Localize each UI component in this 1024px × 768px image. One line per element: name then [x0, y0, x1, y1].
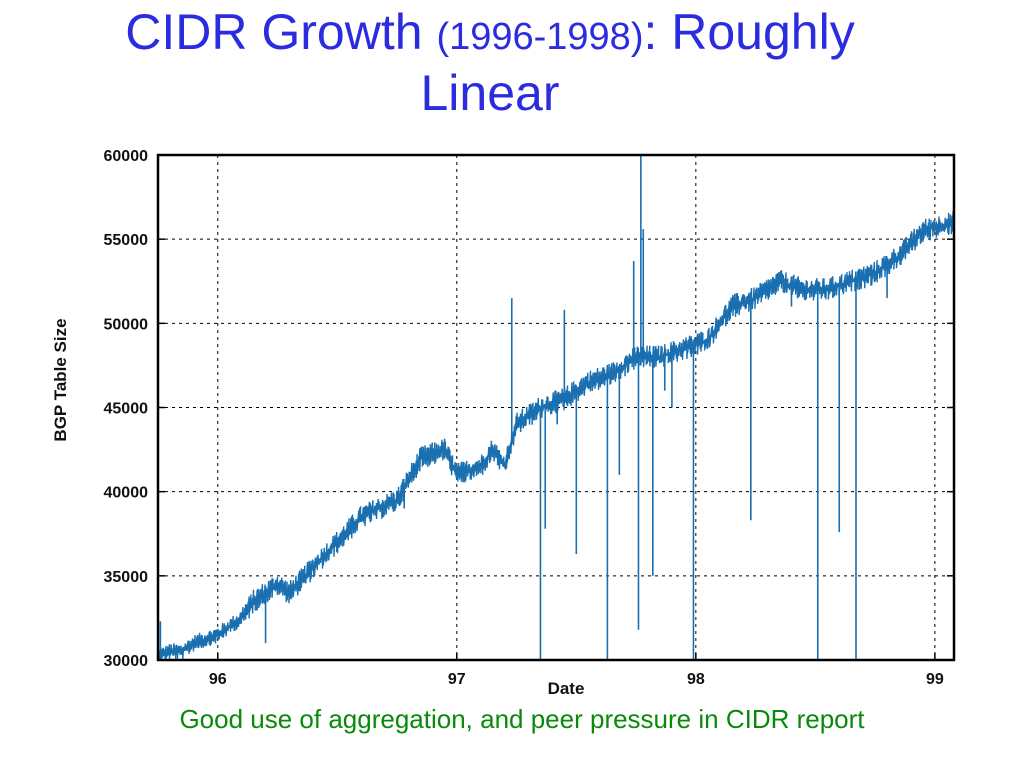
series-point [395, 498, 399, 502]
series-point [897, 254, 901, 258]
y-axis-label: BGP Table Size [51, 318, 70, 441]
series-point [850, 280, 853, 283]
series-point [682, 347, 686, 350]
series-point [455, 473, 458, 477]
x-tick-label: 96 [209, 671, 227, 688]
title-line-2: Linear [420, 65, 560, 121]
series-line-bgp-table-size [157, 221, 955, 658]
series-point [252, 599, 255, 603]
series-point [539, 406, 542, 409]
title-part-3: : Roughly [643, 4, 855, 60]
y-tick-label: 45000 [104, 401, 149, 418]
x-tick-label: 98 [687, 671, 705, 688]
series-point [921, 229, 925, 232]
caption: Good use of aggregation, and peer pressu… [179, 704, 865, 734]
chart-area: 30000 35000 40000 45000 50000 55000 60000 96 97 9… [0, 140, 1024, 702]
series-point [634, 355, 638, 359]
series-point [443, 448, 447, 451]
tick-labels: 30000 35000 40000 45000 50000 55000 60000 96 97 9… [104, 148, 944, 688]
series-point [706, 338, 709, 342]
y-tick-label: 30000 [104, 653, 149, 670]
series-point [192, 641, 196, 645]
series-point [288, 591, 291, 594]
series-point [587, 381, 590, 384]
x-axis-label: Date [548, 679, 585, 698]
series-point [240, 616, 243, 620]
bgp-table-chart: 30000 35000 40000 45000 50000 55000 60000 96 97 9… [51, 148, 956, 698]
title-part-1: CIDR Growth [125, 4, 437, 60]
series-point [479, 465, 482, 468]
spike-layer [159, 155, 888, 660]
y-tick-label: 55000 [104, 232, 149, 249]
series-point [730, 305, 733, 308]
series-point [180, 650, 184, 653]
series-point [610, 372, 614, 376]
series-point [754, 296, 757, 300]
series-point [336, 540, 339, 544]
slide-title: CIDR Growth (1996-1998): Roughly Linear [40, 4, 940, 121]
series-point [826, 288, 829, 291]
title-part-2: (1996-1998) [436, 16, 644, 58]
series-point [359, 515, 363, 519]
series-point [802, 288, 805, 291]
series-point [873, 271, 877, 275]
series-point [778, 280, 781, 283]
y-tick-label: 50000 [104, 316, 149, 333]
series-point [658, 355, 662, 359]
series-point [419, 456, 423, 460]
series-point [168, 650, 172, 653]
y-tick-label: 35000 [104, 569, 149, 586]
plot-frame [156, 153, 956, 662]
series-point [563, 397, 566, 401]
y-tick-label: 40000 [104, 485, 149, 502]
series-point [312, 566, 315, 569]
series-point [216, 633, 219, 636]
series-point [276, 583, 279, 586]
series-point [515, 423, 518, 426]
series-point [491, 448, 494, 451]
series-layer [156, 210, 956, 660]
series-point [503, 465, 506, 468]
y-tick-label: 60000 [104, 148, 149, 165]
x-tick-label: 97 [448, 671, 466, 688]
x-tick-label: 99 [926, 671, 944, 688]
